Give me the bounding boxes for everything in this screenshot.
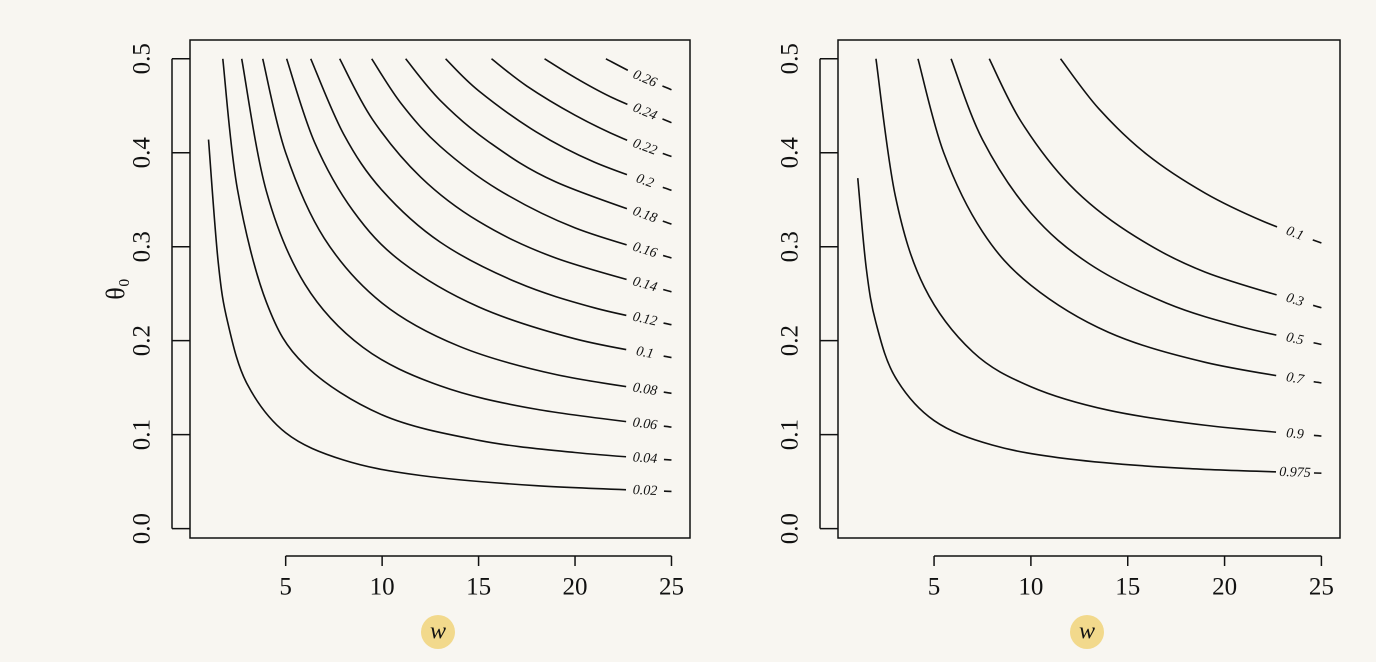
contour-label-group: 0.9 — [1275, 423, 1315, 444]
plot-frame — [189, 39, 691, 539]
contour-label: 0.2 — [634, 171, 656, 191]
y-tick-label: 0.1 — [129, 419, 156, 450]
contour-line — [221, 58, 672, 461]
xlabel-highlight — [421, 615, 455, 649]
contour-label-bg — [624, 340, 666, 364]
x-tick-label: 5 — [928, 574, 941, 601]
contour-line — [207, 139, 672, 493]
contour-label-group: 0.5 — [1274, 326, 1316, 351]
y-tick-label: 0.2 — [777, 325, 804, 356]
contour-label: 0.16 — [631, 240, 659, 262]
x-axis-label: w — [430, 619, 446, 645]
contour-label: 0.1 — [1284, 224, 1306, 244]
contour-label-bg — [625, 448, 665, 468]
contour-label-bg — [1274, 326, 1316, 351]
contour-label-bg — [625, 481, 665, 500]
contour-label-bg — [625, 413, 665, 435]
contour-label-bg — [624, 132, 666, 161]
contour-label-group: 0.975 — [1275, 463, 1315, 481]
x-tick-label: 25 — [1309, 574, 1334, 601]
y-axis-label: θ₀ — [101, 278, 130, 300]
x-axis-label: w — [1079, 619, 1095, 645]
y-tick-label: 0.3 — [777, 231, 804, 262]
contour-label-group: 0.7 — [1274, 367, 1316, 390]
y-tick-label: 0.3 — [129, 231, 156, 262]
contour-label-bg — [624, 307, 666, 331]
contour-label: 0.08 — [632, 380, 659, 399]
contour-line — [856, 178, 1322, 474]
x-tick-label: 20 — [1212, 574, 1237, 601]
y-tick-label: 0.2 — [129, 325, 156, 356]
x-tick-label: 20 — [563, 574, 588, 601]
contour-label-group: 0.14 — [624, 271, 666, 298]
contour-label-bg — [624, 63, 666, 94]
contour-label: 0.7 — [1285, 370, 1306, 388]
x-tick-label: 10 — [1018, 574, 1043, 601]
contour-label-group: 0.3 — [1274, 286, 1316, 313]
contour-label: 0.975 — [1279, 465, 1311, 481]
xlabel-highlight — [1070, 615, 1104, 649]
contour-label-bg — [624, 166, 666, 195]
contour-label-bg — [624, 200, 666, 229]
x-tick-label: 15 — [1115, 574, 1140, 601]
contour-label-bg — [624, 378, 666, 400]
contour-label: 0.02 — [632, 483, 657, 499]
contour-label-group: 0.04 — [625, 448, 665, 468]
contour-line — [371, 58, 672, 259]
contour-line — [1059, 58, 1322, 244]
contour-label: 0.9 — [1286, 426, 1305, 443]
y-tick-label: 0.5 — [129, 43, 156, 74]
y-tick-label: 0.1 — [777, 419, 804, 450]
contour-label-group: 0.06 — [625, 413, 665, 435]
contour-label-bg — [1274, 219, 1316, 248]
plot-frame — [837, 39, 1341, 539]
x-tick-label: 25 — [659, 574, 684, 601]
contour-label: 0.5 — [1285, 330, 1305, 348]
contour-label-bg — [1275, 423, 1315, 444]
contour-line — [338, 58, 672, 293]
contour-label: 0.3 — [1284, 291, 1305, 310]
contour-line — [405, 58, 672, 225]
y-tick-label: 0.0 — [777, 513, 804, 544]
contour-label-group: 0.16 — [624, 236, 666, 264]
contour-line — [445, 58, 672, 192]
contour-label-group: 0.12 — [624, 307, 666, 331]
contour-line — [917, 58, 1322, 384]
contour-label-group: 0.08 — [624, 378, 666, 400]
contour-label-bg — [624, 236, 666, 264]
x-tick-label: 5 — [279, 574, 292, 601]
contour-label-group: 0.02 — [625, 481, 665, 500]
contour-label-bg — [1275, 463, 1315, 481]
contour-label-bg — [624, 96, 666, 127]
y-tick-label: 0.4 — [777, 137, 804, 169]
contour-label-bg — [1274, 367, 1316, 390]
contour-line — [988, 58, 1322, 309]
contour-label-group: 0.1 — [1274, 219, 1316, 248]
contour-label-bg — [1274, 286, 1316, 313]
y-tick-label: 0.5 — [777, 43, 804, 74]
contour-label: 0.1 — [635, 344, 655, 362]
x-tick-label: 10 — [370, 574, 395, 601]
contour-line — [240, 58, 672, 428]
y-tick-label: 0.0 — [129, 513, 156, 544]
contour-line — [950, 58, 1322, 346]
contour-label-bg — [624, 271, 666, 298]
contour-label-group: 0.1 — [624, 340, 666, 364]
x-tick-label: 15 — [466, 574, 491, 601]
contour-label: 0.12 — [631, 310, 658, 330]
y-tick-label: 0.4 — [129, 137, 156, 169]
contour-label: 0.04 — [632, 450, 658, 467]
contour-line — [285, 58, 672, 359]
contour-line — [875, 58, 1322, 437]
contour-label-group: 0.2 — [624, 166, 666, 195]
contour-line — [261, 58, 672, 395]
contour-label: 0.06 — [632, 415, 658, 433]
contour-label: 0.14 — [631, 274, 659, 295]
contour-line — [310, 58, 672, 326]
